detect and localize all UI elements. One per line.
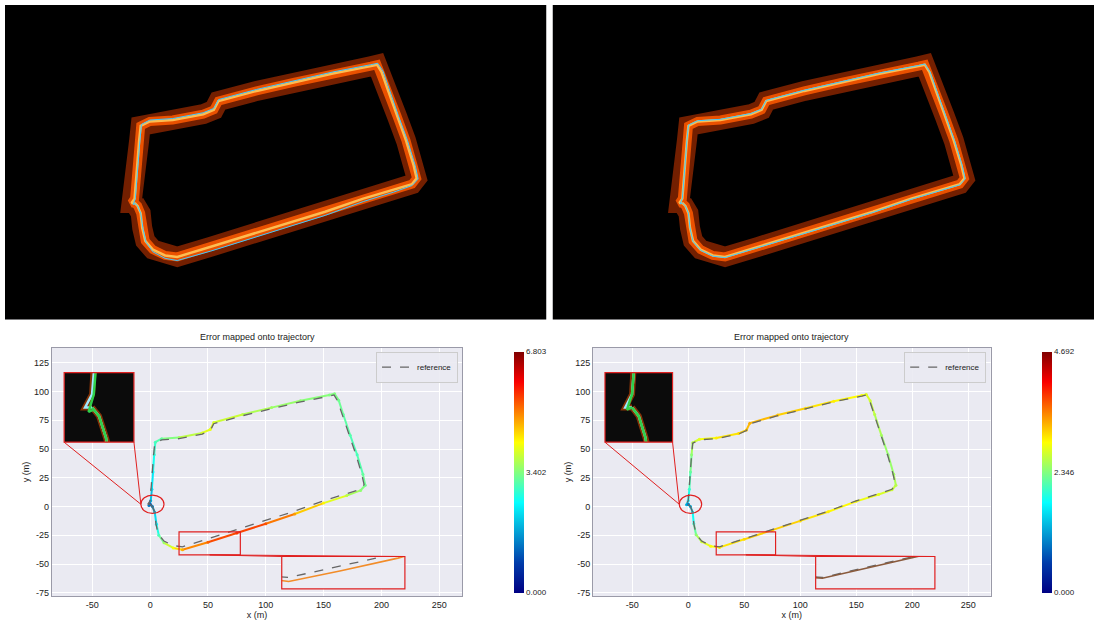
svg-text:Error mapped onto trajectory: Error mapped onto trajectory — [200, 332, 315, 342]
svg-text:0.000: 0.000 — [526, 588, 547, 597]
svg-text:250: 250 — [961, 600, 976, 610]
svg-text:-50: -50 — [86, 600, 99, 610]
svg-text:reference: reference — [945, 363, 979, 372]
svg-text:100: 100 — [575, 387, 590, 397]
svg-text:0: 0 — [44, 502, 49, 512]
svg-text:125: 125 — [34, 358, 49, 368]
svg-text:25: 25 — [39, 473, 49, 483]
svg-text:75: 75 — [580, 415, 590, 425]
svg-text:3.402: 3.402 — [526, 468, 547, 477]
svg-text:2.346: 2.346 — [1054, 468, 1075, 477]
svg-text:50: 50 — [580, 444, 590, 454]
svg-text:-25: -25 — [36, 530, 49, 540]
svg-text:-75: -75 — [577, 588, 590, 598]
svg-text:125: 125 — [575, 358, 590, 368]
svg-text:-25: -25 — [577, 530, 590, 540]
svg-text:200: 200 — [374, 600, 389, 610]
svg-text:y (m): y (m) — [21, 462, 31, 483]
svg-text:reference: reference — [417, 363, 451, 372]
svg-text:150: 150 — [316, 600, 331, 610]
svg-text:100: 100 — [258, 600, 273, 610]
svg-text:100: 100 — [793, 600, 808, 610]
svg-text:200: 200 — [905, 600, 920, 610]
svg-text:50: 50 — [39, 444, 49, 454]
svg-text:x (m): x (m) — [782, 610, 803, 620]
svg-text:75: 75 — [39, 415, 49, 425]
svg-text:100: 100 — [34, 387, 49, 397]
svg-text:-75: -75 — [36, 588, 49, 598]
svg-text:25: 25 — [580, 473, 590, 483]
svg-text:0: 0 — [148, 600, 153, 610]
svg-text:0.000: 0.000 — [1054, 588, 1075, 597]
svg-text:250: 250 — [432, 600, 447, 610]
svg-text:y (m): y (m) — [563, 462, 573, 483]
svg-text:50: 50 — [739, 600, 749, 610]
svg-text:-50: -50 — [36, 559, 49, 569]
svg-text:-50: -50 — [577, 559, 590, 569]
svg-text:0: 0 — [585, 502, 590, 512]
svg-text:0: 0 — [686, 600, 691, 610]
svg-text:Error mapped onto trajectory: Error mapped onto trajectory — [734, 332, 849, 342]
svg-text:4.692: 4.692 — [1054, 347, 1075, 356]
svg-text:-50: -50 — [626, 600, 639, 610]
svg-text:50: 50 — [203, 600, 213, 610]
svg-text:x (m): x (m) — [247, 610, 268, 620]
svg-text:150: 150 — [849, 600, 864, 610]
svg-text:6.803: 6.803 — [526, 347, 547, 356]
